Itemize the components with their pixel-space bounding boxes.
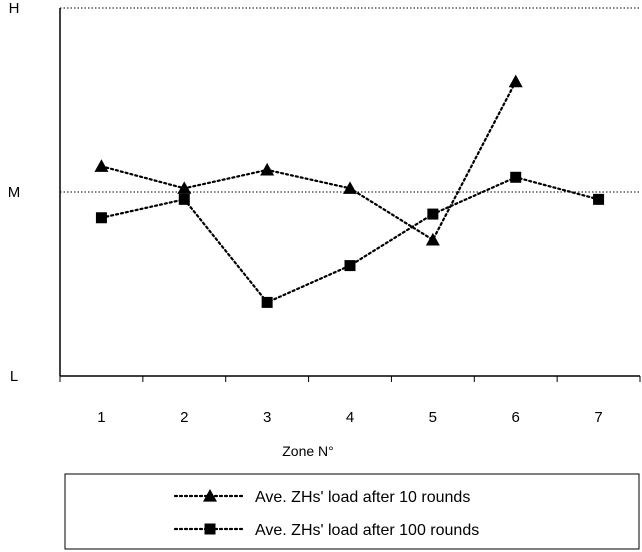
square-marker bbox=[261, 296, 273, 308]
legend: Ave. ZHs' load after 10 rounds Ave. ZHs' … bbox=[64, 473, 640, 550]
legend-square-marker bbox=[204, 523, 216, 535]
y-tick-label: L bbox=[10, 368, 18, 385]
x-tick-label: 6 bbox=[512, 409, 520, 426]
triangle-marker bbox=[260, 162, 275, 176]
square-marker bbox=[178, 193, 190, 205]
series-line bbox=[100, 80, 517, 242]
square-marker bbox=[344, 260, 356, 272]
y-axis-tick-labels: L M H bbox=[8, 0, 21, 385]
x-tick-label: 7 bbox=[594, 409, 602, 426]
y-tick-label: H bbox=[9, 0, 20, 17]
reference-lines bbox=[60, 7, 640, 193]
x-tick-label: 4 bbox=[346, 409, 354, 426]
y-tick-label: M bbox=[8, 184, 21, 201]
x-tick-label: 3 bbox=[263, 409, 271, 426]
triangle-marker bbox=[94, 159, 109, 172]
series-layer bbox=[94, 74, 605, 308]
square-marker bbox=[95, 212, 107, 224]
triangle-marker bbox=[343, 181, 357, 194]
series-1 bbox=[94, 74, 523, 246]
x-tick-label: 2 bbox=[180, 409, 188, 426]
square-marker bbox=[427, 208, 439, 220]
legend-triangle-marker bbox=[203, 489, 217, 502]
square-marker bbox=[510, 171, 522, 183]
x-axis-title: Zone N° bbox=[282, 443, 334, 459]
chart-axes bbox=[59, 8, 640, 377]
triangle-marker bbox=[425, 232, 440, 246]
square-marker bbox=[593, 193, 605, 205]
legend-box bbox=[64, 473, 640, 550]
series-line bbox=[100, 176, 600, 304]
x-tick-label: 1 bbox=[97, 409, 105, 426]
legend-label: Ave. ZHs' load after 100 rounds bbox=[255, 522, 479, 539]
x-tick-label: 5 bbox=[429, 409, 437, 426]
x-axis-ticks: 1 2 3 4 5 6 7 bbox=[59, 376, 641, 426]
triangle-marker bbox=[508, 74, 523, 88]
legend-label: Ave. ZHs' load after 10 rounds bbox=[255, 489, 470, 506]
triangle-marker bbox=[177, 181, 192, 194]
series-2 bbox=[95, 171, 605, 308]
